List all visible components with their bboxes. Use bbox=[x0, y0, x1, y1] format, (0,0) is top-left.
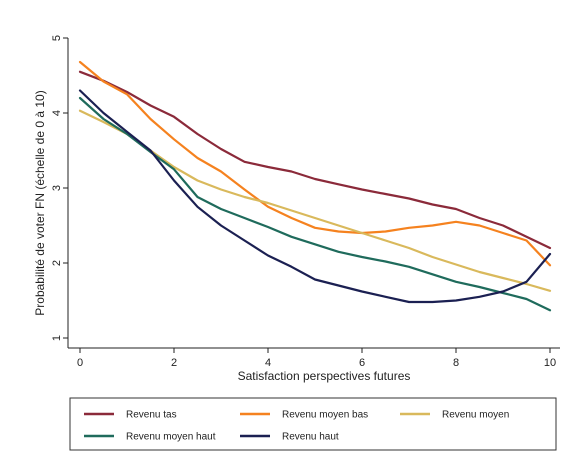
x-tick-label: 2 bbox=[171, 357, 177, 369]
legend-box bbox=[69, 397, 557, 451]
series-line-3 bbox=[78, 109, 552, 292]
y-tick-label: 5 bbox=[51, 35, 63, 41]
y-tick-label: 2 bbox=[51, 260, 63, 266]
legend-label: Revenu moyen haut bbox=[126, 432, 216, 443]
series-layer bbox=[78, 60, 552, 312]
series-line-5 bbox=[78, 89, 552, 304]
series-line-4 bbox=[78, 96, 552, 312]
legend-label: Revenu tas bbox=[126, 410, 177, 421]
x-tick-label: 0 bbox=[77, 357, 83, 369]
legend-label: Revenu haut bbox=[282, 432, 339, 443]
legend: Revenu tas Revenu moyen bas Revenu moyen Re… bbox=[69, 397, 557, 451]
x-tick-label: 4 bbox=[265, 357, 271, 369]
series-line-2 bbox=[78, 60, 552, 267]
x-axis-title: Satisfaction perspectives futures bbox=[238, 369, 411, 383]
series-line-1 bbox=[78, 70, 552, 250]
x-tick-label: 8 bbox=[453, 357, 459, 369]
legend-label: Revenu moyen bas bbox=[282, 410, 368, 421]
x-tick-label: 6 bbox=[359, 357, 365, 369]
y-tick-label: 1 bbox=[51, 335, 63, 341]
y-axis-title: Probabilité de voter FN (échelle de 0 à … bbox=[33, 90, 47, 315]
y-tick-label: 3 bbox=[51, 185, 63, 191]
legend-label: Revenu moyen bbox=[442, 410, 509, 421]
x-tick-label: 10 bbox=[544, 357, 556, 369]
y-tick-label: 4 bbox=[51, 110, 63, 116]
